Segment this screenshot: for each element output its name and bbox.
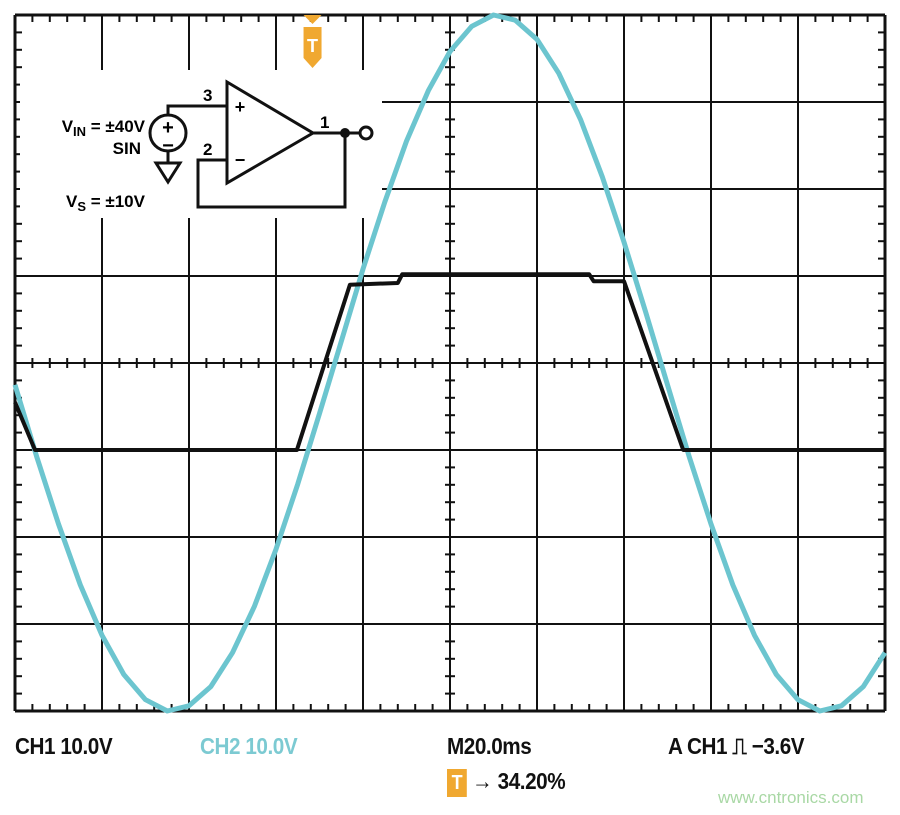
trigger-position-value: → 34.20% [472, 768, 566, 794]
vin-label: VIN = ±40V [62, 117, 146, 139]
trigger-flag-icon [303, 27, 322, 68]
ch2-scale: CH2 10.0V [200, 733, 298, 759]
vs-subscript: S [77, 199, 86, 214]
sin-label: SIN [113, 139, 141, 158]
vs-value: = ±10V [86, 192, 146, 211]
traces [12, 12, 888, 714]
vin-symbol: V [62, 117, 74, 136]
pin-3-label: 3 [203, 86, 212, 105]
ch1-scale: CH1 10.0V [15, 733, 113, 759]
vin-value: = ±40V [86, 117, 146, 136]
trigger-marker-label: T [307, 36, 318, 56]
ground-icon [153, 161, 183, 185]
pin-1-label: 1 [320, 113, 329, 132]
graticule [13, 13, 887, 713]
watermark: www.cntronics.com [718, 788, 864, 807]
output-terminal [358, 125, 374, 141]
op-amp-symbol [225, 79, 316, 186]
trace-ch2 [12, 12, 888, 714]
timebase: M20.0ms [447, 733, 532, 759]
trigger-icon: T [447, 768, 467, 797]
circuit-background [20, 70, 382, 218]
pin-2-label: 2 [203, 140, 212, 159]
trigger-arrow-icon [303, 15, 322, 24]
trigger-marker: T [303, 15, 322, 68]
trace-ch1 [13, 272, 885, 452]
source-minus: − [162, 135, 174, 157]
noninverting-sign: + [235, 97, 246, 117]
vin-subscript: IN [73, 124, 86, 139]
source-plus: + [162, 117, 174, 139]
feedback-wire [196, 133, 347, 209]
input-wire [166, 104, 227, 115]
inverting-sign: − [235, 150, 246, 170]
vs-label: VS = ±10V [66, 192, 146, 214]
trigger-position: T → 34.20% [447, 768, 566, 797]
vs-symbol: V [66, 192, 78, 211]
trigger-setting: A CH1 ⎍ −3.6V [668, 733, 805, 759]
circuit-diagram: + − + − 3 2 1 VIN = ±40V SIN VS = ±10V [20, 70, 382, 218]
